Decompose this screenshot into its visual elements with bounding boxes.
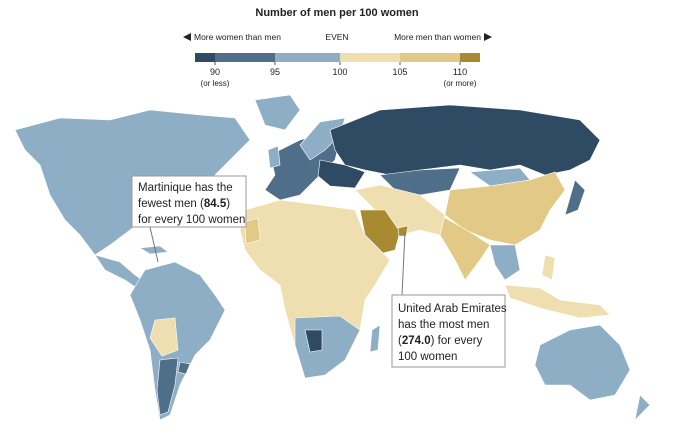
russia xyxy=(329,104,601,176)
legend-swatch xyxy=(460,53,480,62)
annotation-box xyxy=(391,294,506,368)
madagascar xyxy=(369,324,381,353)
arrow-left xyxy=(183,33,191,41)
callout-line xyxy=(401,231,406,296)
southern-africa xyxy=(294,315,361,379)
western-sahara xyxy=(244,217,261,245)
southeast-asia xyxy=(489,244,521,281)
legend-tick-label: 100 xyxy=(332,67,347,77)
legend-swatch xyxy=(340,53,400,62)
uruguay xyxy=(177,361,191,375)
indonesia xyxy=(504,284,611,319)
annotation-segment: has the most men xyxy=(398,319,489,331)
callout-line xyxy=(149,226,159,263)
caribbean xyxy=(139,245,169,255)
india xyxy=(439,214,491,281)
legend-tick-label: 95 xyxy=(270,67,280,77)
annotations: Martinique has the fewest men (84.5) for e… xyxy=(131,175,507,368)
legend-tick-sublabel: (or more) xyxy=(444,79,477,88)
annotation-segment: ) xyxy=(226,198,230,210)
annotation-segment: 100 women xyxy=(398,351,457,363)
annotation-text: Martinique has the fewest men (84.5) for e… xyxy=(138,182,245,226)
title: Number of men per 100 women xyxy=(255,7,418,19)
legend-tick-label: 90 xyxy=(210,67,220,77)
south-america xyxy=(129,261,226,421)
annotation-segment: ) for every xyxy=(431,335,483,347)
arrow-right xyxy=(484,33,492,41)
eastern-europe xyxy=(317,159,366,189)
legend-swatch xyxy=(400,53,460,62)
japan xyxy=(564,179,586,216)
legend-center-label: EVEN xyxy=(325,32,348,42)
legend-swatch xyxy=(195,53,215,62)
legend-right-label: More men than women xyxy=(394,32,481,42)
legend-swatch xyxy=(215,53,275,62)
annotation-segment: United Arab Emirates xyxy=(398,303,507,315)
legend-left-label: More women than men xyxy=(194,32,281,42)
annotation-segment: 274.0 xyxy=(402,335,431,347)
bolivia-paraguay xyxy=(149,317,179,357)
legend-tick-sublabel: (or less) xyxy=(201,79,230,88)
argentina xyxy=(156,357,179,416)
legend-swatch xyxy=(275,53,340,62)
annotation-segment: fewest men ( xyxy=(138,198,204,210)
annotation-segment: for every 100 women xyxy=(138,214,245,226)
annotation-segment: ( xyxy=(398,335,402,347)
australia xyxy=(534,324,631,401)
greenland xyxy=(254,94,301,131)
britain xyxy=(267,145,281,169)
annotation-text: United Arab Emirates has the most men (274… xyxy=(398,303,507,363)
annotation-box xyxy=(131,175,247,228)
annotation-segment: 84.5 xyxy=(204,198,227,210)
namibia xyxy=(304,329,323,353)
legend: More women than men EVEN More men than w… xyxy=(183,32,492,88)
world-map xyxy=(14,94,651,421)
annotation-segment: Martinique has the xyxy=(138,182,233,194)
new-zealand xyxy=(634,394,651,421)
legend-tick-label: 110 xyxy=(453,67,467,77)
legend-tick-label: 105 xyxy=(392,67,407,77)
uae xyxy=(397,225,409,237)
philippines xyxy=(541,254,556,281)
